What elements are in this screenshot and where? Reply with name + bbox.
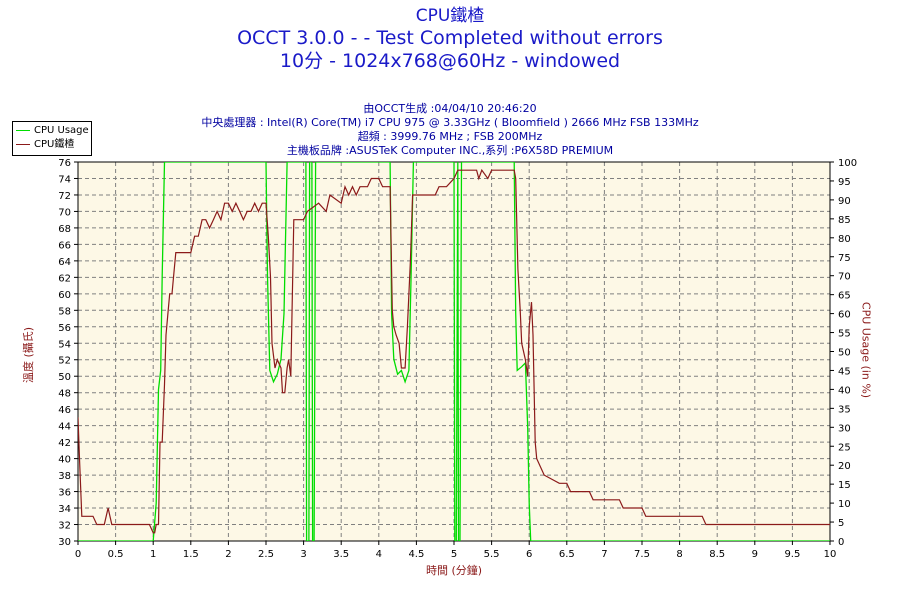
- legend-swatch-usage: [16, 130, 30, 131]
- x-tick-label: 7.5: [634, 549, 650, 560]
- x-tick-label: 1: [150, 549, 156, 560]
- series-line-cpu-usage: [78, 162, 830, 541]
- y-right-tick-label: 100: [838, 158, 857, 169]
- y-right-tick-label: 20: [838, 461, 851, 472]
- y-left-tick-label: 32: [58, 521, 71, 532]
- y-left-tick-label: 68: [58, 224, 71, 235]
- y-left-tick-label: 46: [58, 405, 71, 416]
- legend-item-temp: CPU鐵楂: [16, 138, 74, 151]
- y-left-tick-label: 70: [58, 207, 71, 218]
- y-right-tick-label: 10: [838, 499, 851, 510]
- y-left-tick-label: 62: [58, 273, 71, 284]
- legend-label-usage: CPU Usage: [34, 125, 89, 136]
- y-right-tick-label: 85: [838, 215, 851, 226]
- y-right-tick-label: 5: [838, 518, 844, 529]
- y-left-tick-label: 40: [58, 455, 71, 466]
- y-left-tick-label: 74: [58, 174, 71, 185]
- x-tick-label: 1.5: [183, 549, 199, 560]
- y-left-tick-label: 60: [58, 290, 71, 301]
- y-left-tick-label: 38: [58, 471, 71, 482]
- y-right-tick-label: 90: [838, 196, 851, 207]
- chart-subtitle-1: OCCT 3.0.0 - - Test Completed without er…: [237, 27, 663, 49]
- y-left-tick-label: 58: [58, 306, 71, 317]
- y-left-tick-label: 30: [58, 537, 71, 548]
- y-axis-right-label: CPU Usage (in %): [859, 301, 873, 399]
- y-right-tick-label: 80: [838, 234, 851, 245]
- y-right-tick-label: 60: [838, 310, 851, 321]
- x-tick-label: 3.5: [333, 549, 349, 560]
- y-right-tick-label: 75: [838, 253, 851, 264]
- series-line-cpu-temperature: [78, 168, 830, 534]
- x-tick-label: 0: [75, 549, 81, 560]
- y-left-tick-label: 64: [58, 257, 71, 268]
- y-left-tick-label: 56: [58, 323, 71, 334]
- x-axis-label: 時間 (分鐘): [425, 564, 483, 577]
- legend-item-usage: CPU Usage: [16, 124, 89, 137]
- y-left-tick-label: 72: [58, 191, 71, 202]
- chart-title-block: CPU鐵楂 OCCT 3.0.0 - - Test Completed with…: [0, 0, 900, 73]
- x-tick-label: 4.5: [408, 549, 424, 560]
- x-tick-label: 4: [376, 549, 382, 560]
- y-left-tick-label: 66: [58, 240, 71, 251]
- y-right-tick-label: 45: [838, 366, 851, 377]
- legend-label-temp: CPU鐵楂: [34, 139, 75, 150]
- legend-swatch-temp: [16, 144, 30, 145]
- x-tick-label: 5.5: [484, 549, 500, 560]
- y-left-tick-label: 48: [58, 389, 71, 400]
- y-right-tick-label: 65: [838, 291, 851, 302]
- y-left-tick-label: 42: [58, 438, 71, 449]
- y-left-tick-label: 54: [58, 339, 71, 350]
- x-tick-label: 9.5: [784, 549, 800, 560]
- chart-title: CPU鐵楂: [415, 6, 485, 26]
- y-left-tick-label: 52: [58, 356, 71, 367]
- y-axis-left-label: 溫度 (攝氏): [22, 326, 35, 384]
- info-motherboard: 主機板品牌 :ASUSTeK Computer INC.,系列 :P6X58D …: [286, 144, 614, 157]
- chart-legend: CPU Usage CPU鐵楂: [12, 121, 92, 156]
- y-right-tick-label: 40: [838, 385, 851, 396]
- y-right-tick-label: 15: [838, 480, 851, 491]
- chart-subtitle-2: 10分 - 1024x768@60Hz - windowed: [279, 50, 621, 72]
- system-info: 由OCCT生成 :04/04/10 20:46:20 中央處理器 : Intel…: [0, 102, 900, 158]
- info-overclock: 超頻 : 3999.76 MHz ; FSB 200MHz: [357, 130, 543, 143]
- y-left-tick-label: 50: [58, 372, 71, 383]
- info-generated: 由OCCT生成 :04/04/10 20:46:20: [363, 102, 537, 115]
- x-tick-label: 8.5: [709, 549, 725, 560]
- y-right-tick-label: 50: [838, 348, 851, 359]
- y-right-tick-label: 0: [838, 537, 844, 548]
- x-tick-label: 6.5: [559, 549, 575, 560]
- y-right-tick-label: 95: [838, 177, 851, 188]
- y-right-tick-label: 35: [838, 404, 851, 415]
- y-left-tick-label: 76: [58, 158, 71, 169]
- x-tick-label: 6: [526, 549, 532, 560]
- y-right-tick-label: 30: [838, 423, 851, 434]
- x-tick-label: 3: [300, 549, 306, 560]
- x-tick-label: 9: [752, 549, 758, 560]
- y-right-tick-label: 55: [838, 329, 851, 340]
- x-tick-label: 10: [824, 549, 837, 560]
- info-cpu: 中央處理器 : Intel(R) Core(TM) i7 CPU 975 @ 3…: [201, 116, 699, 129]
- y-right-tick-label: 70: [838, 272, 851, 283]
- y-right-tick-label: 25: [838, 442, 851, 453]
- x-tick-label: 0.5: [108, 549, 124, 560]
- x-tick-label: 2: [225, 549, 231, 560]
- x-tick-label: 8: [676, 549, 682, 560]
- x-tick-label: 7: [601, 549, 607, 560]
- x-tick-label: 2.5: [258, 549, 274, 560]
- y-left-tick-label: 44: [58, 422, 71, 433]
- x-tick-label: 5: [451, 549, 457, 560]
- y-left-tick-label: 36: [58, 488, 71, 499]
- y-left-tick-label: 34: [58, 504, 71, 515]
